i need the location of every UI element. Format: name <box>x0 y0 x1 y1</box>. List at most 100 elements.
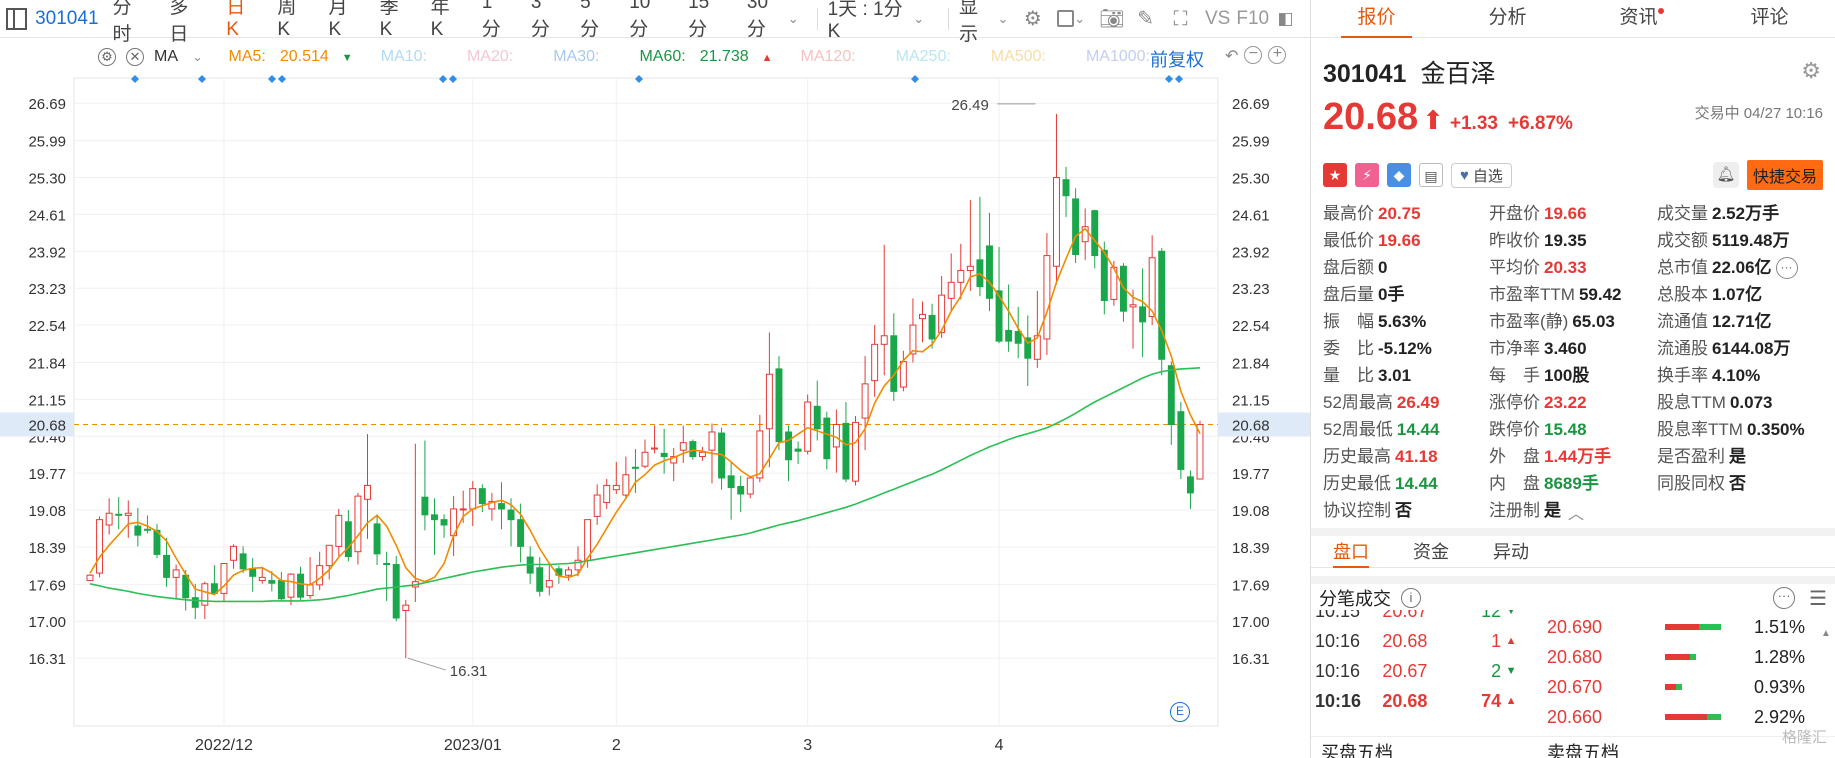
fuquan-button[interactable]: 前复权 <box>1150 50 1204 70</box>
ma5-line <box>89 227 1201 596</box>
candle-body <box>383 562 391 566</box>
tick-time: 10:16 <box>1315 690 1362 711</box>
indicator-settings-icon[interactable]: ⚙ <box>98 48 116 66</box>
quick-trade-button[interactable]: 快捷交易 <box>1746 160 1823 190</box>
event-marker[interactable] <box>131 75 139 83</box>
list-view-icon[interactable]: ☰ <box>1809 587 1827 610</box>
candle-body <box>153 529 161 555</box>
indicator-close-icon[interactable]: ✕ <box>126 48 144 66</box>
settings-gear-icon[interactable]: ⚙ <box>1023 7 1042 30</box>
event-marker[interactable] <box>278 75 286 83</box>
fullscreen-icon[interactable]: ⛶ <box>1173 7 1188 30</box>
tick-price: 20.68 <box>1382 630 1428 651</box>
settings-gear-icon[interactable]: ⚙ <box>1801 58 1821 83</box>
chevron-down-icon[interactable]: ⌄ <box>787 10 799 26</box>
order-book-tab[interactable]: 异动 <box>1493 542 1529 562</box>
quote-label: 平均价 <box>1489 258 1540 277</box>
period-tab[interactable]: 多日 <box>169 0 189 45</box>
add-watchlist-button[interactable]: ♥ 自选 <box>1451 162 1512 188</box>
event-marker[interactable] <box>198 75 206 83</box>
period-tab[interactable]: 10分 <box>629 0 651 40</box>
event-marker[interactable] <box>439 75 447 83</box>
ma-legend-item[interactable]: MA250: <box>896 48 961 66</box>
panel-toggle-icon[interactable]: ◧ <box>1277 8 1294 28</box>
ma-legend-item[interactable]: MA500: <box>991 48 1056 66</box>
zoom-in-icon[interactable]: + <box>1268 46 1287 64</box>
more-options-icon[interactable]: ··· <box>1773 587 1796 609</box>
event-marker[interactable] <box>911 75 919 83</box>
period-tab[interactable]: 分时 <box>112 0 132 45</box>
event-marker[interactable] <box>635 75 643 83</box>
period-tab[interactable]: 日K <box>226 0 246 40</box>
info-icon[interactable]: i <box>1401 588 1421 608</box>
price-change: +1.33 <box>1449 113 1498 134</box>
quote-value: 3.460 <box>1544 339 1587 358</box>
event-marker-icon[interactable]: E <box>1170 702 1190 722</box>
period-tab[interactable]: 3分 <box>530 0 550 40</box>
zoom-out-icon[interactable]: − <box>1244 46 1263 64</box>
candle-body <box>316 565 324 586</box>
lightning-icon[interactable]: ⚡ <box>1355 163 1379 187</box>
stock-code-label[interactable]: 301041 <box>35 7 99 29</box>
depth-list[interactable]: 20.690 1.51% 20.680 1.28% 20.670 0.93% 20.660 2… <box>1547 612 1817 732</box>
ma-legend-item[interactable]: MA120: <box>801 48 866 66</box>
panel-tab[interactable]: 分析 <box>1442 0 1573 37</box>
candle-body <box>344 521 352 558</box>
period-tab[interactable]: 年K <box>430 0 450 40</box>
ma-legend-item[interactable]: MA60: 21.738 ▲ <box>639 48 782 66</box>
period-tab[interactable]: 5分 <box>580 0 600 40</box>
ma-legend-item[interactable]: MA5: 20.514 ▼ <box>229 48 363 66</box>
order-book-tab[interactable]: 资金 <box>1413 542 1449 562</box>
ma-legend-item[interactable]: MA1000: <box>1086 48 1160 66</box>
draw-box-icon[interactable]: ⌄ <box>1057 8 1085 30</box>
panel-tab-label: 评论 <box>1750 7 1789 28</box>
period-tab[interactable]: 30分 <box>746 0 769 40</box>
event-marker[interactable] <box>1175 75 1183 83</box>
depth-bar-red <box>1665 714 1707 720</box>
indicator-selector[interactable]: MA ⌄ <box>154 48 213 66</box>
ma-legend-item[interactable]: MA20: <box>467 48 523 66</box>
y-tick-label-left: 21.15 <box>28 392 66 409</box>
period-tab[interactable]: 月K <box>328 0 348 40</box>
y-tick-label-right: 17.69 <box>1232 577 1270 594</box>
order-book-tab[interactable]: 盘口 <box>1311 536 1391 568</box>
current-price-label-right: 20.68 <box>1232 417 1270 434</box>
period-tab[interactable]: 15分 <box>688 0 710 40</box>
bell-icon[interactable]: 🔔︎ <box>1712 162 1739 188</box>
notes-icon[interactable]: ▤ <box>1419 163 1443 187</box>
kline-chart[interactable]: 26.69 26.69 25.99 25.99 25.30 25.30 24.61 24.61… <box>0 38 1310 758</box>
quote-label: 跌停价 <box>1489 420 1540 439</box>
event-marker[interactable] <box>268 75 276 83</box>
quote-value: 5119.48万 <box>1712 231 1790 250</box>
candle-body <box>364 484 371 500</box>
quote-label: 总股本 <box>1657 285 1708 304</box>
sidebar-toggle-icon[interactable] <box>6 7 28 30</box>
camera-icon[interactable]: 📷︎ <box>1099 7 1125 30</box>
panel-tab-label: 报价 <box>1357 7 1396 28</box>
ma-legend-item[interactable]: MA30: <box>553 48 609 66</box>
period-tab[interactable]: 周K <box>277 0 297 40</box>
undo-icon[interactable]: ↶ <box>1225 48 1239 65</box>
scroll-up-icon[interactable]: ▲ <box>1821 628 1831 639</box>
candle-body <box>880 335 888 345</box>
event-marker[interactable] <box>449 75 457 83</box>
f10-button[interactable]: F10 <box>1236 7 1270 29</box>
ma-legend-item[interactable]: MA10: <box>381 48 437 66</box>
period-tab[interactable]: 季K <box>379 0 399 40</box>
vs-compare-button[interactable]: VS <box>1205 7 1231 29</box>
collapse-caret-icon[interactable]: ︿ <box>1568 506 1585 523</box>
tick-trades-list[interactable]: 10:15 20.67 12 ▼ 10:16 20.68 1 ▲ 10:16 20.67 2 ▼ 10:… <box>1311 610 1521 718</box>
day-setting-dropdown[interactable]: 1天 : 1分K ⌄ <box>828 0 925 43</box>
panel-tab[interactable]: 资讯 <box>1573 0 1704 37</box>
candle-body <box>909 324 917 355</box>
panel-tab[interactable]: 报价 <box>1311 0 1442 38</box>
event-marker[interactable] <box>1165 75 1173 83</box>
pencil-icon[interactable]: ✎ <box>1137 7 1155 30</box>
display-dropdown[interactable]: 显示 ⌄ <box>959 0 1008 46</box>
panel-tab[interactable]: 评论 <box>1704 0 1835 37</box>
period-tab[interactable]: 1分 <box>481 0 501 40</box>
quote-value: 否 <box>1395 501 1412 520</box>
candle-body <box>698 451 706 458</box>
tag-icon[interactable]: ◆ <box>1387 163 1411 187</box>
more-options-icon[interactable]: ··· <box>1775 257 1798 279</box>
